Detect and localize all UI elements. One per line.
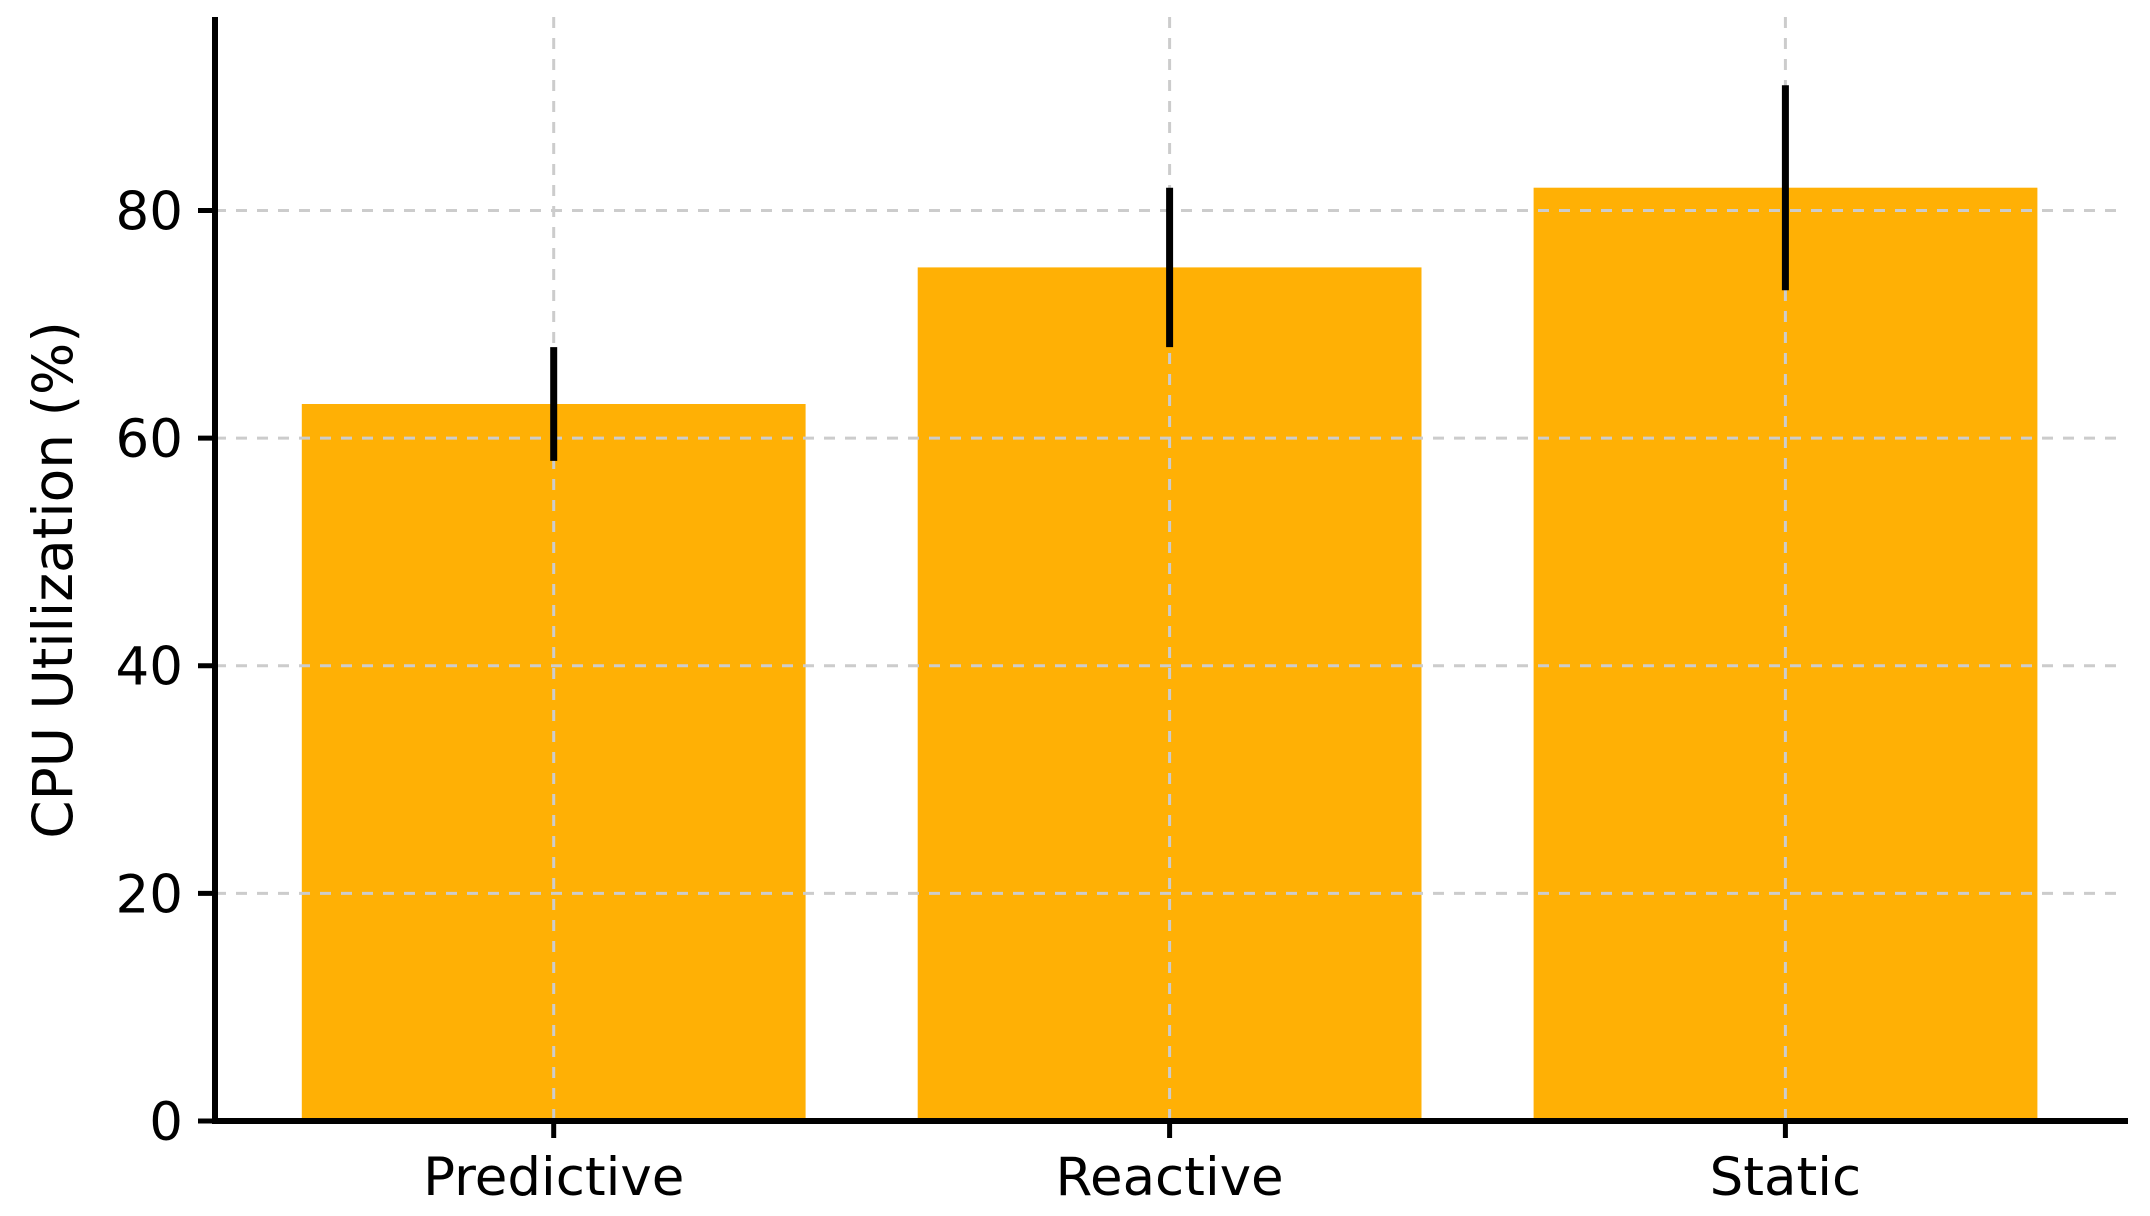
y-tick-label-20: 20: [116, 864, 183, 925]
y-axis-label: CPU Utilization (%): [21, 321, 85, 839]
y-tick-label-80: 80: [116, 182, 183, 243]
tick-labels-layer: 0 20 40 60 80 Predictive Reactive Static: [116, 182, 1862, 1209]
error-bars-layer: [550, 85, 1789, 461]
x-tick-label-predictive: Predictive: [423, 1147, 684, 1208]
y-tick-label-60: 60: [116, 409, 183, 470]
x-tick-label-reactive: Reactive: [1056, 1147, 1284, 1208]
y-tick-label-0: 0: [149, 1092, 183, 1153]
y-tick-label-40: 40: [116, 637, 183, 698]
x-tick-label-static: Static: [1710, 1147, 1862, 1208]
